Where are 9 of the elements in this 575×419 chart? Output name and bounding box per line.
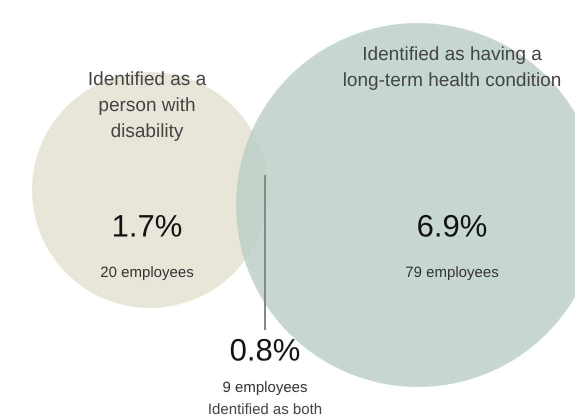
data-label: 20 employees	[100, 264, 194, 282]
data-label: 9 employees	[222, 379, 308, 396]
category-label: Identified as a person with disability	[88, 69, 207, 142]
data-label: 6.9%	[416, 208, 488, 244]
category-label: Identified as both	[208, 401, 322, 418]
category-label: Identified as having a long-term health condition	[342, 44, 562, 92]
data-label: 1.7%	[112, 208, 182, 244]
data-label: 79 employees	[405, 264, 499, 282]
data-label: 0.8%	[230, 332, 300, 368]
